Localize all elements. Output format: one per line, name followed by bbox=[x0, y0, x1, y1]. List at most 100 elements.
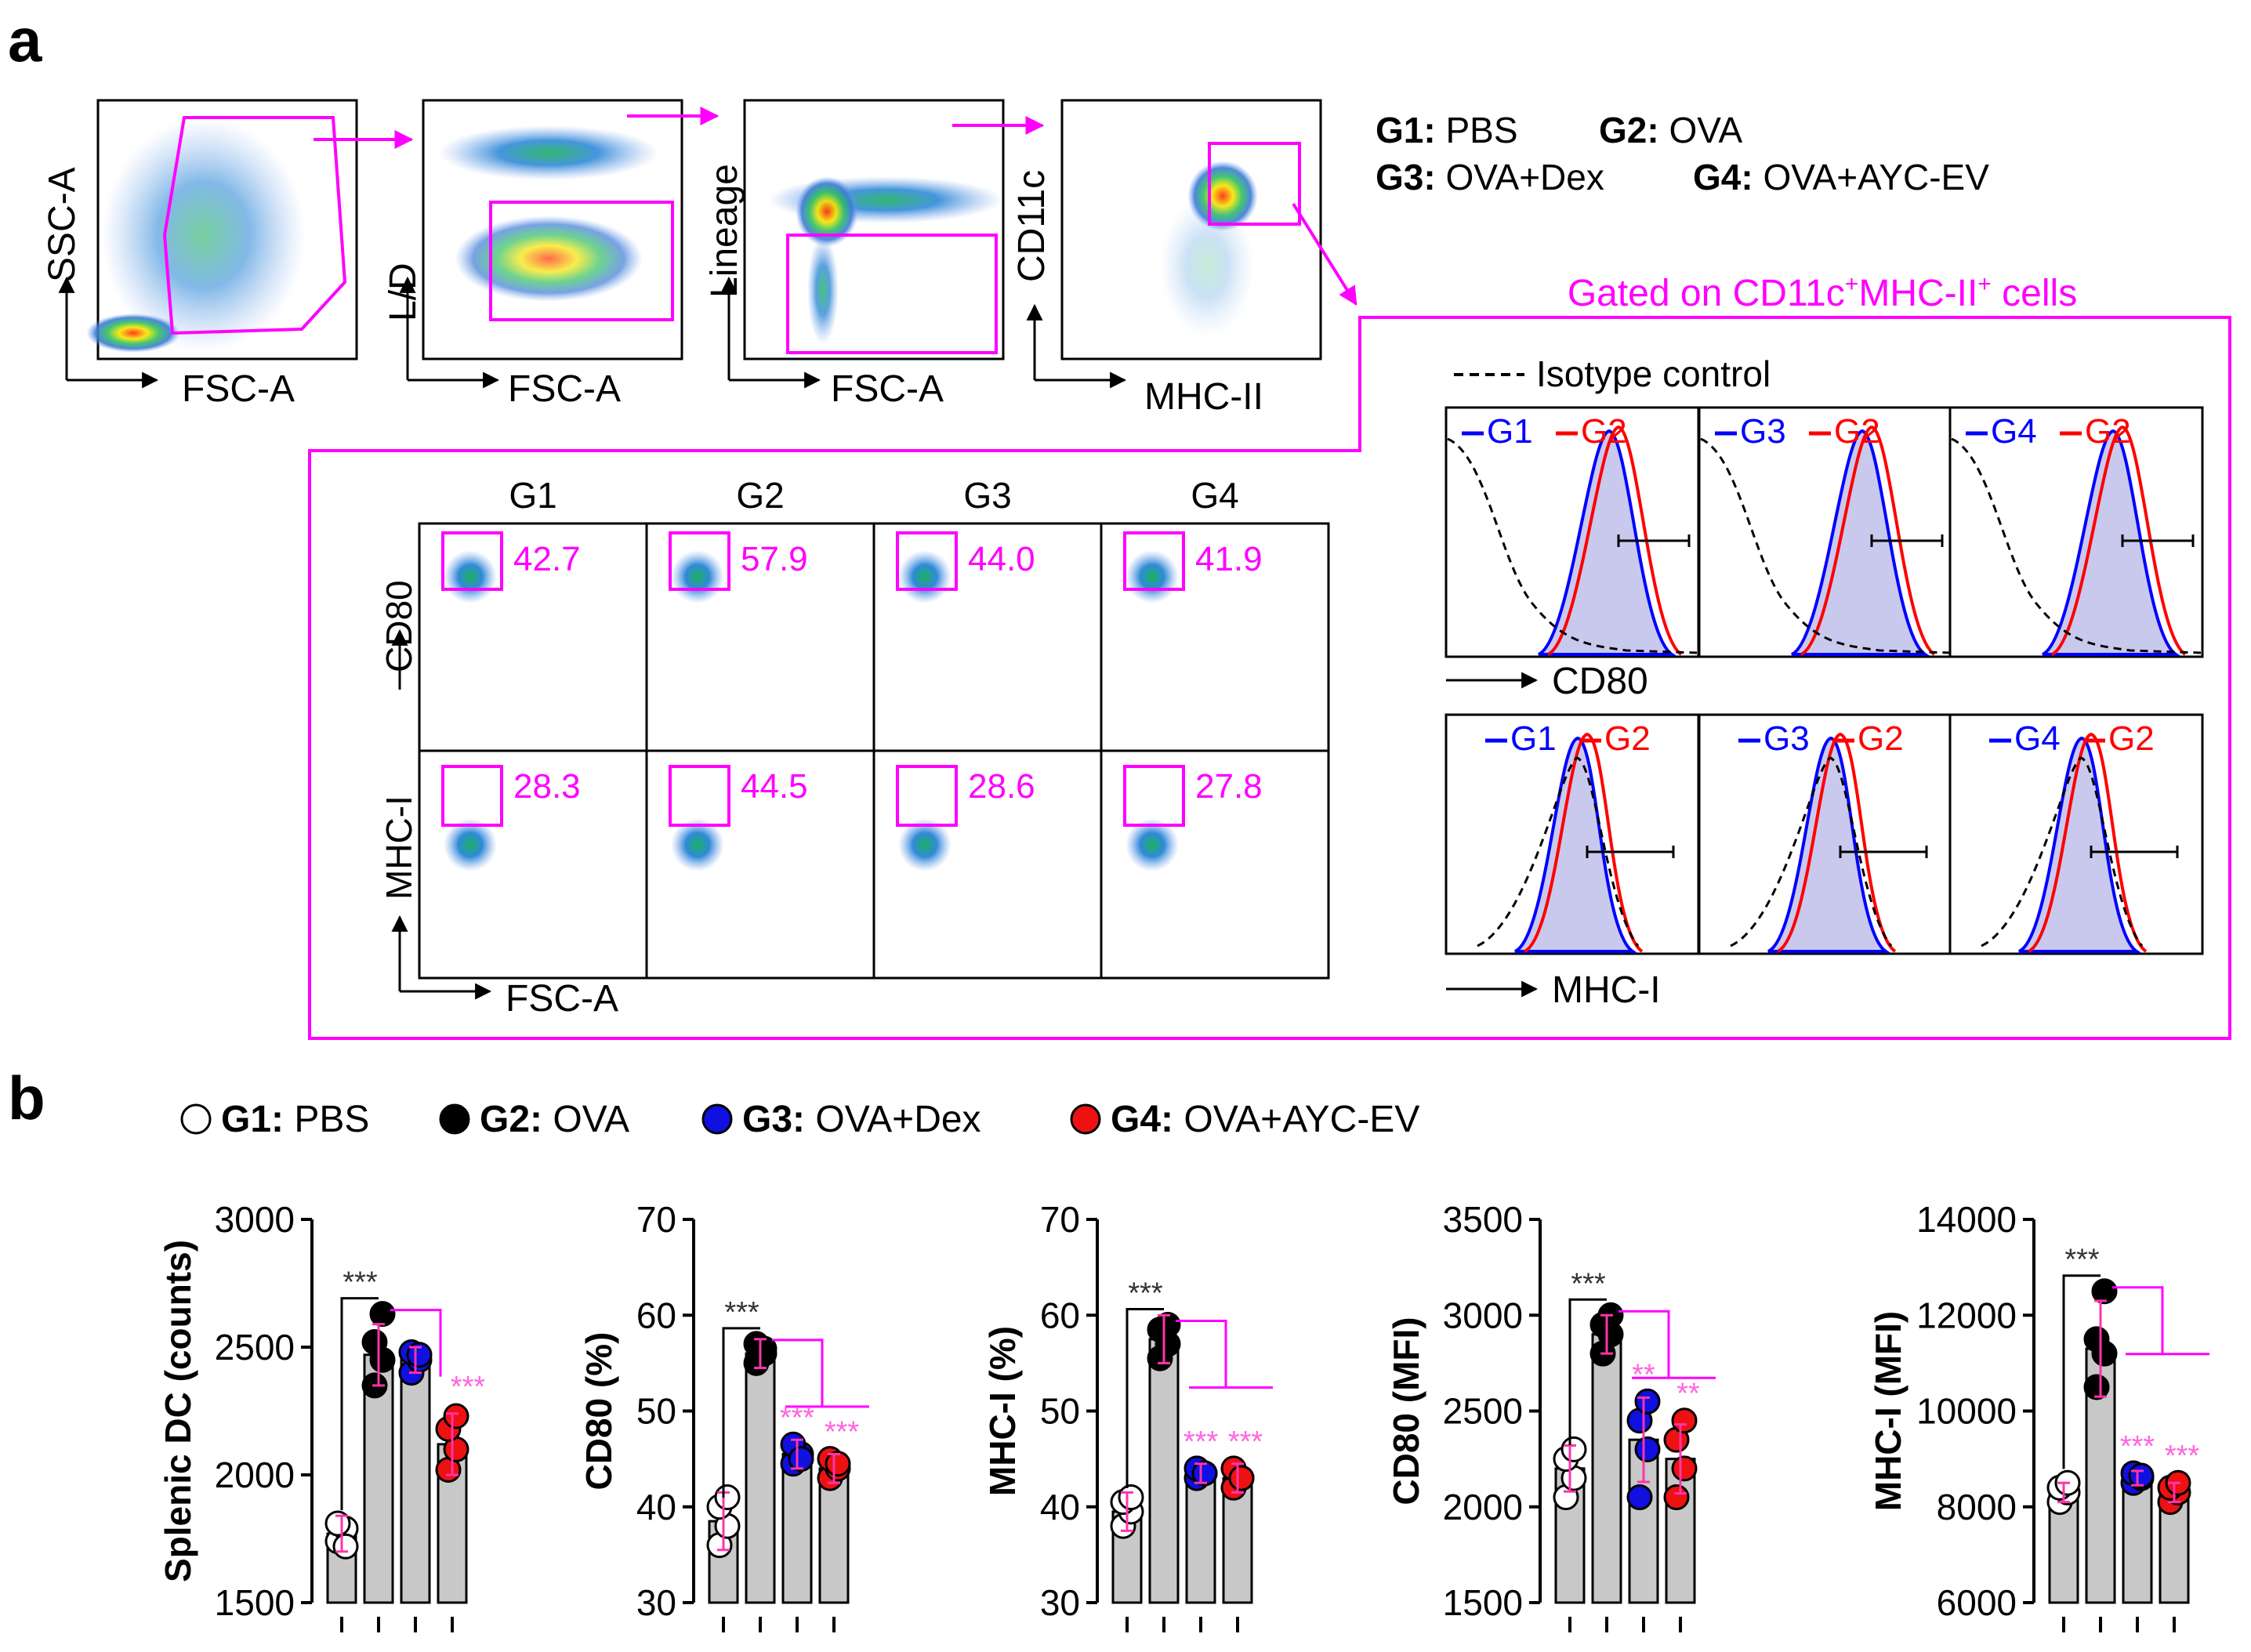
y-tick-label: 6000 bbox=[1937, 1582, 2017, 1623]
histogram-legend-ref: G2 bbox=[1834, 412, 1880, 451]
legend-a-g1-val: PBS bbox=[1445, 110, 1517, 150]
gating-plot-1: SSC-A FSC-A bbox=[42, 99, 358, 410]
y-tick-label: 70 bbox=[1040, 1199, 1080, 1240]
histogram-curve-isotype bbox=[1951, 437, 2202, 654]
dot-plot-y-label-mhc-i: MHC-I bbox=[379, 795, 419, 900]
y-tick-label: 30 bbox=[1040, 1582, 1080, 1623]
dot-plot-gate bbox=[1123, 531, 1185, 591]
histogram-curve-g3 bbox=[1767, 736, 1891, 953]
data-point bbox=[1626, 1484, 1653, 1511]
y-tick-label: 2000 bbox=[215, 1455, 295, 1495]
y-tick-label: 2000 bbox=[1443, 1487, 1523, 1527]
bar-chart-5: 6000 8000 10000 12000 14000 MHC-I (MFI) *** ***… bbox=[1868, 1199, 2209, 1632]
bar-g2 bbox=[1148, 1338, 1180, 1604]
dot-plot-percent: 42.7 bbox=[513, 540, 581, 578]
histogram-x-label-mhc-i: MHC-I bbox=[1552, 969, 1661, 1011]
histogram-x-label-cd80: CD80 bbox=[1552, 661, 1648, 702]
dot-plot-group-label-g1: G1 bbox=[509, 475, 556, 516]
legend-b-key: G3: bbox=[742, 1099, 805, 1140]
data-point bbox=[1671, 1407, 1698, 1434]
histogram-curve-isotype bbox=[1447, 437, 1698, 654]
dot-plot-gate bbox=[669, 765, 730, 827]
gating-arrow-4 bbox=[1292, 202, 1357, 306]
data-point bbox=[332, 1533, 359, 1560]
y-tick-label: 60 bbox=[1040, 1295, 1080, 1335]
histogram-curve-g2 bbox=[2050, 425, 2187, 656]
legend-b-entry-2: G2: OVA bbox=[480, 1099, 629, 1140]
dot-plot-cluster bbox=[898, 818, 952, 871]
histogram-legend-ref: G2 bbox=[2085, 412, 2131, 451]
gating-plot-2-y-label: L/D bbox=[382, 263, 424, 321]
gating-plot-3: Lineage FSC-A bbox=[704, 99, 1005, 410]
svg-text:G3: OVA+Dex: G3: OVA+Dex bbox=[1376, 157, 1604, 197]
histogram-legend-ref: G2 bbox=[1858, 719, 1904, 758]
dot-plot-cluster bbox=[1126, 550, 1179, 603]
data-point bbox=[406, 1342, 433, 1368]
sig-label-g4: ** bbox=[1676, 1378, 1700, 1411]
gated-title-sup2: + bbox=[1977, 271, 1992, 297]
dot-plot-percent: 28.6 bbox=[968, 767, 1035, 806]
histogram-curve-g2 bbox=[1776, 732, 1897, 953]
gating-plot-1-y-label: SSC-A bbox=[42, 167, 83, 282]
histogram-curve-g1 bbox=[1513, 736, 1638, 953]
gating-strategy: SSC-A FSC-A L/D FSC-A Lineage FSC-A bbox=[42, 99, 2231, 1040]
data-point bbox=[825, 1451, 851, 1477]
histogram-legend-ref: G2 bbox=[1604, 719, 1651, 758]
dot-plot-cluster bbox=[671, 550, 724, 603]
legend-a-g3-key: G3: bbox=[1376, 157, 1436, 197]
y-tick-label: 3000 bbox=[215, 1199, 295, 1240]
sig-label-g4: *** bbox=[1228, 1426, 1263, 1458]
sig-label-g1-g2: *** bbox=[1571, 1267, 1606, 1300]
dot-plot-group-label-g3: G3 bbox=[963, 475, 1011, 516]
legend-a-g1-key: G1: bbox=[1376, 110, 1436, 150]
sig-bracket-black bbox=[2062, 1274, 2101, 1469]
sig-label-g4: *** bbox=[451, 1371, 486, 1404]
data-point bbox=[1560, 1436, 1587, 1462]
histogram-curve-g2 bbox=[2027, 732, 2148, 953]
histogram-legend-cmp: G4 bbox=[1991, 412, 2037, 451]
data-point bbox=[1228, 1465, 1255, 1491]
legend-b-marker-4 bbox=[1070, 1103, 1101, 1135]
panel-label-b: b bbox=[8, 1063, 45, 1132]
gating-plot-3-y-label: Lineage bbox=[704, 164, 745, 298]
histogram-legend-cmp: G3 bbox=[1763, 719, 1810, 758]
data-point bbox=[443, 1403, 469, 1429]
gating-plot-4: CD11c MHC-II bbox=[1011, 99, 1322, 418]
dot-plot-cluster bbox=[671, 818, 724, 871]
y-tick-label: 3000 bbox=[1443, 1295, 1523, 1335]
y-tick-label: 40 bbox=[636, 1487, 676, 1527]
gating-plot-1-x-label: FSC-A bbox=[182, 368, 295, 410]
sig-bracket-black bbox=[1568, 1298, 1607, 1445]
histogram-legend-cmp: G3 bbox=[1740, 412, 1786, 451]
dot-plot-percent: 27.8 bbox=[1195, 767, 1263, 806]
legend-a-g2-val: OVA bbox=[1669, 110, 1742, 150]
data-point bbox=[2091, 1278, 2118, 1305]
dot-plot-gate bbox=[669, 531, 730, 591]
dot-plot-gate bbox=[441, 531, 503, 591]
y-axis-label: MHC-I (MFI) bbox=[1868, 1311, 1908, 1511]
y-tick-label: 3500 bbox=[1443, 1199, 1523, 1240]
sig-label-g1-g2: *** bbox=[1128, 1277, 1163, 1310]
histogram-legend-cmp: G1 bbox=[1487, 412, 1533, 451]
panel-label-a: a bbox=[8, 5, 42, 74]
dot-plot-cluster bbox=[444, 818, 497, 871]
data-point bbox=[1671, 1455, 1698, 1482]
y-axis-label: Splenic DC (counts) bbox=[158, 1240, 198, 1582]
sig-bracket-pink bbox=[772, 1339, 824, 1407]
sig-bracket-black bbox=[1126, 1307, 1164, 1488]
dot-plot-gate bbox=[896, 765, 958, 827]
bar-g3 bbox=[2122, 1476, 2153, 1604]
legend-a: G1: PBS G2: OVA G3: OVA+Dex G4: OVA+AYC-… bbox=[1376, 110, 1989, 197]
sig-label-g1-g2: *** bbox=[724, 1296, 759, 1329]
y-tick-label: 14000 bbox=[1916, 1199, 2017, 1240]
y-tick-label: 30 bbox=[636, 1582, 676, 1623]
y-tick-label: 12000 bbox=[1916, 1295, 2017, 1335]
isotype-label: Isotype control bbox=[1536, 353, 1771, 394]
data-point bbox=[1191, 1460, 1218, 1487]
data-point bbox=[2083, 1374, 2110, 1400]
legend-b-key: G2: bbox=[480, 1099, 542, 1140]
dot-plot-cluster bbox=[1126, 818, 1179, 871]
legend-b-key: G4: bbox=[1111, 1099, 1173, 1140]
bar-g3 bbox=[400, 1358, 431, 1604]
dot-plot-group-label-g2: G2 bbox=[736, 475, 784, 516]
